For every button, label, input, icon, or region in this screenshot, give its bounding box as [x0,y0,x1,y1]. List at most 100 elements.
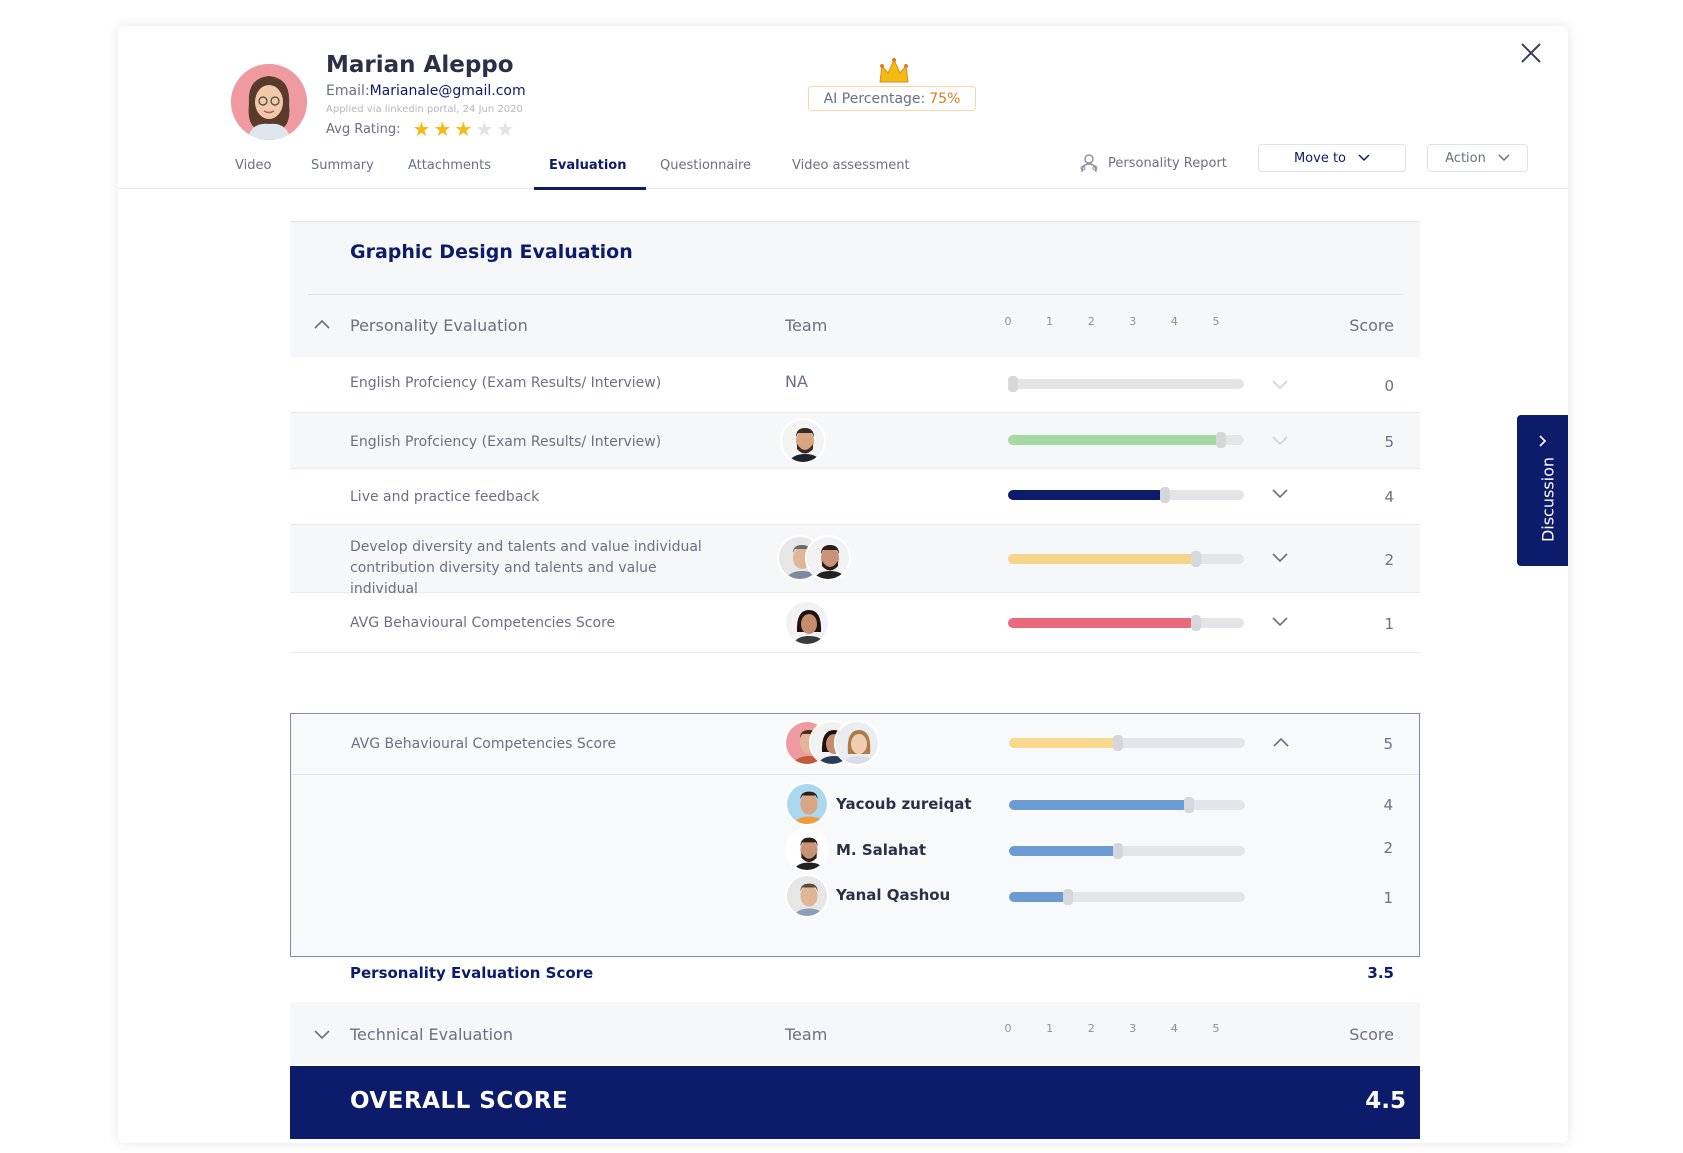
chevron-down-icon[interactable] [1272,436,1288,446]
close-icon[interactable] [1520,42,1542,64]
scale-tick: 1 [1046,1022,1054,1035]
score-column-header: Score [1349,316,1394,335]
applied-info: Applied via linkedin portal, 24 Jun 2020 [326,104,523,115]
slider-handle[interactable] [1191,551,1202,567]
scale-tick: 5 [1212,1022,1220,1035]
candidate-name: Marian Aleppo [326,52,514,78]
discussion-label: Discussion [1538,456,1558,543]
chevron-down-icon [1358,154,1370,162]
criterion-label: AVG Behavioural Competencies Score [351,736,617,752]
score-slider[interactable] [1008,487,1244,503]
chevron-down-icon[interactable] [314,1030,330,1040]
slider-fill [1008,435,1220,445]
member-score: 1 [1383,889,1393,907]
row-score: 4 [1384,488,1394,506]
overall-score-label: OVERALL SCORE [350,1088,569,1114]
scale-tick: 3 [1129,315,1137,328]
tab-video[interactable]: Video [235,158,272,173]
technical-section-header[interactable]: Technical Evaluation Team 0 1 2 3 4 5 Score [290,1002,1420,1064]
chevron-down-icon[interactable] [1272,489,1288,499]
avatar [784,600,830,646]
personality-section-header[interactable]: Personality Evaluation Team 0 1 2 3 4 5 Score [290,295,1420,357]
scale-tick: 1 [1046,315,1054,328]
member-score-slider[interactable] [1009,797,1245,813]
score-slider[interactable] [1008,432,1244,448]
tab-evaluation[interactable]: Evaluation [549,158,627,173]
star-icon: ★ [433,117,452,141]
email-value[interactable]: Marianale@gmail.com [369,83,526,99]
avatar [780,418,826,464]
personality-section-title: Personality Evaluation [350,316,528,335]
candidate-card: Marian Aleppo Email:Marianale@gmail.com … [118,26,1568,1143]
personality-score-label: Personality Evaluation Score [350,964,594,982]
tab-summary[interactable]: Summary [311,158,374,173]
chevron-down-icon[interactable] [1272,553,1288,563]
member-score-slider[interactable] [1009,843,1245,859]
tab-questionnaire[interactable]: Questionnaire [660,158,752,173]
move-to-dropdown[interactable]: Move to [1258,144,1406,172]
score-slider[interactable] [1008,551,1244,567]
slider-handle[interactable] [1113,735,1123,751]
evaluation-row[interactable]: AVG Behavioural Competencies Score 1 [290,593,1420,653]
evaluation-row[interactable]: Live and practice feedback 4 [290,469,1420,525]
slider-handle[interactable] [1063,889,1074,905]
evaluation-row[interactable]: English Profciency (Exam Results/ Interv… [290,357,1420,413]
member-avatar [785,874,829,918]
action-dropdown[interactable]: Action [1427,144,1528,172]
member-avatar [785,828,829,872]
ai-percentage-label: AI Percentage: [823,90,926,107]
team-column-header: Team [785,316,828,335]
row-score: 1 [1384,615,1394,633]
ai-percentage-badge: AI Percentage: 75% [808,86,976,111]
chevron-right-icon [1539,435,1547,447]
move-to-label: Move to [1293,150,1347,166]
slider-fill [1009,892,1068,902]
personality-report-button[interactable]: Personality Report [1079,150,1227,176]
chevron-down-icon[interactable] [1272,617,1288,627]
overall-score-bar: OVERALL SCORE 4.5 [290,1066,1420,1139]
candidate-header: Marian Aleppo Email:Marianale@gmail.com … [118,26,1568,190]
discussion-tab[interactable]: Discussion [1517,415,1568,566]
row-score: 5 [1384,433,1394,451]
star-icon: ★ [454,117,473,141]
criterion-label: English Profciency (Exam Results/ Interv… [350,375,662,391]
scale-tick: 2 [1087,315,1095,328]
chevron-up-icon[interactable] [314,319,330,329]
member-name: Yanal Qashou [836,886,951,904]
slider-fill [1009,800,1188,810]
criterion-label: English Profciency (Exam Results/ Interv… [350,434,662,450]
action-label: Action [1445,150,1486,166]
star-icon: ★ [412,117,431,141]
chevron-down-icon [1498,154,1510,162]
slider-handle[interactable] [1159,487,1170,503]
score-slider[interactable] [1009,735,1245,751]
slider-fill [1008,554,1196,564]
scale-tick: 5 [1212,315,1220,328]
avatar [805,535,851,581]
slider-handle[interactable] [1183,797,1194,813]
tab-video-assessment[interactable]: Video assessment [792,158,910,173]
evaluation-row[interactable]: English Profciency (Exam Results/ Interv… [290,413,1420,469]
chevron-up-icon[interactable] [1273,737,1289,747]
slider-handle[interactable] [1216,432,1226,448]
avatar [834,720,880,766]
slider-handle[interactable] [1191,615,1202,631]
evaluation-row[interactable]: Develop diversity and talents and value … [290,525,1420,597]
row-score: 5 [1383,735,1393,753]
divider [308,294,1402,295]
rating-stars: ★ ★ ★ ★ ★ [413,119,515,139]
star-icon: ★ [496,117,515,141]
member-score-slider[interactable] [1009,889,1245,905]
star-icon: ★ [475,117,494,141]
score-slider[interactable] [1008,615,1244,631]
slider-handle[interactable] [1113,843,1123,859]
slider-handle[interactable] [1008,376,1018,392]
chevron-down-icon[interactable] [1272,380,1288,390]
team-na: NA [785,372,808,391]
member-avatar [785,782,829,826]
personality-report-icon [1080,154,1098,173]
scale-tick: 3 [1129,1022,1137,1035]
tab-attachments[interactable]: Attachments [408,158,491,173]
expanded-evaluation-row[interactable]: AVG Behavioural Competencies Score 5 Yac… [290,713,1420,957]
score-slider[interactable] [1008,376,1244,392]
